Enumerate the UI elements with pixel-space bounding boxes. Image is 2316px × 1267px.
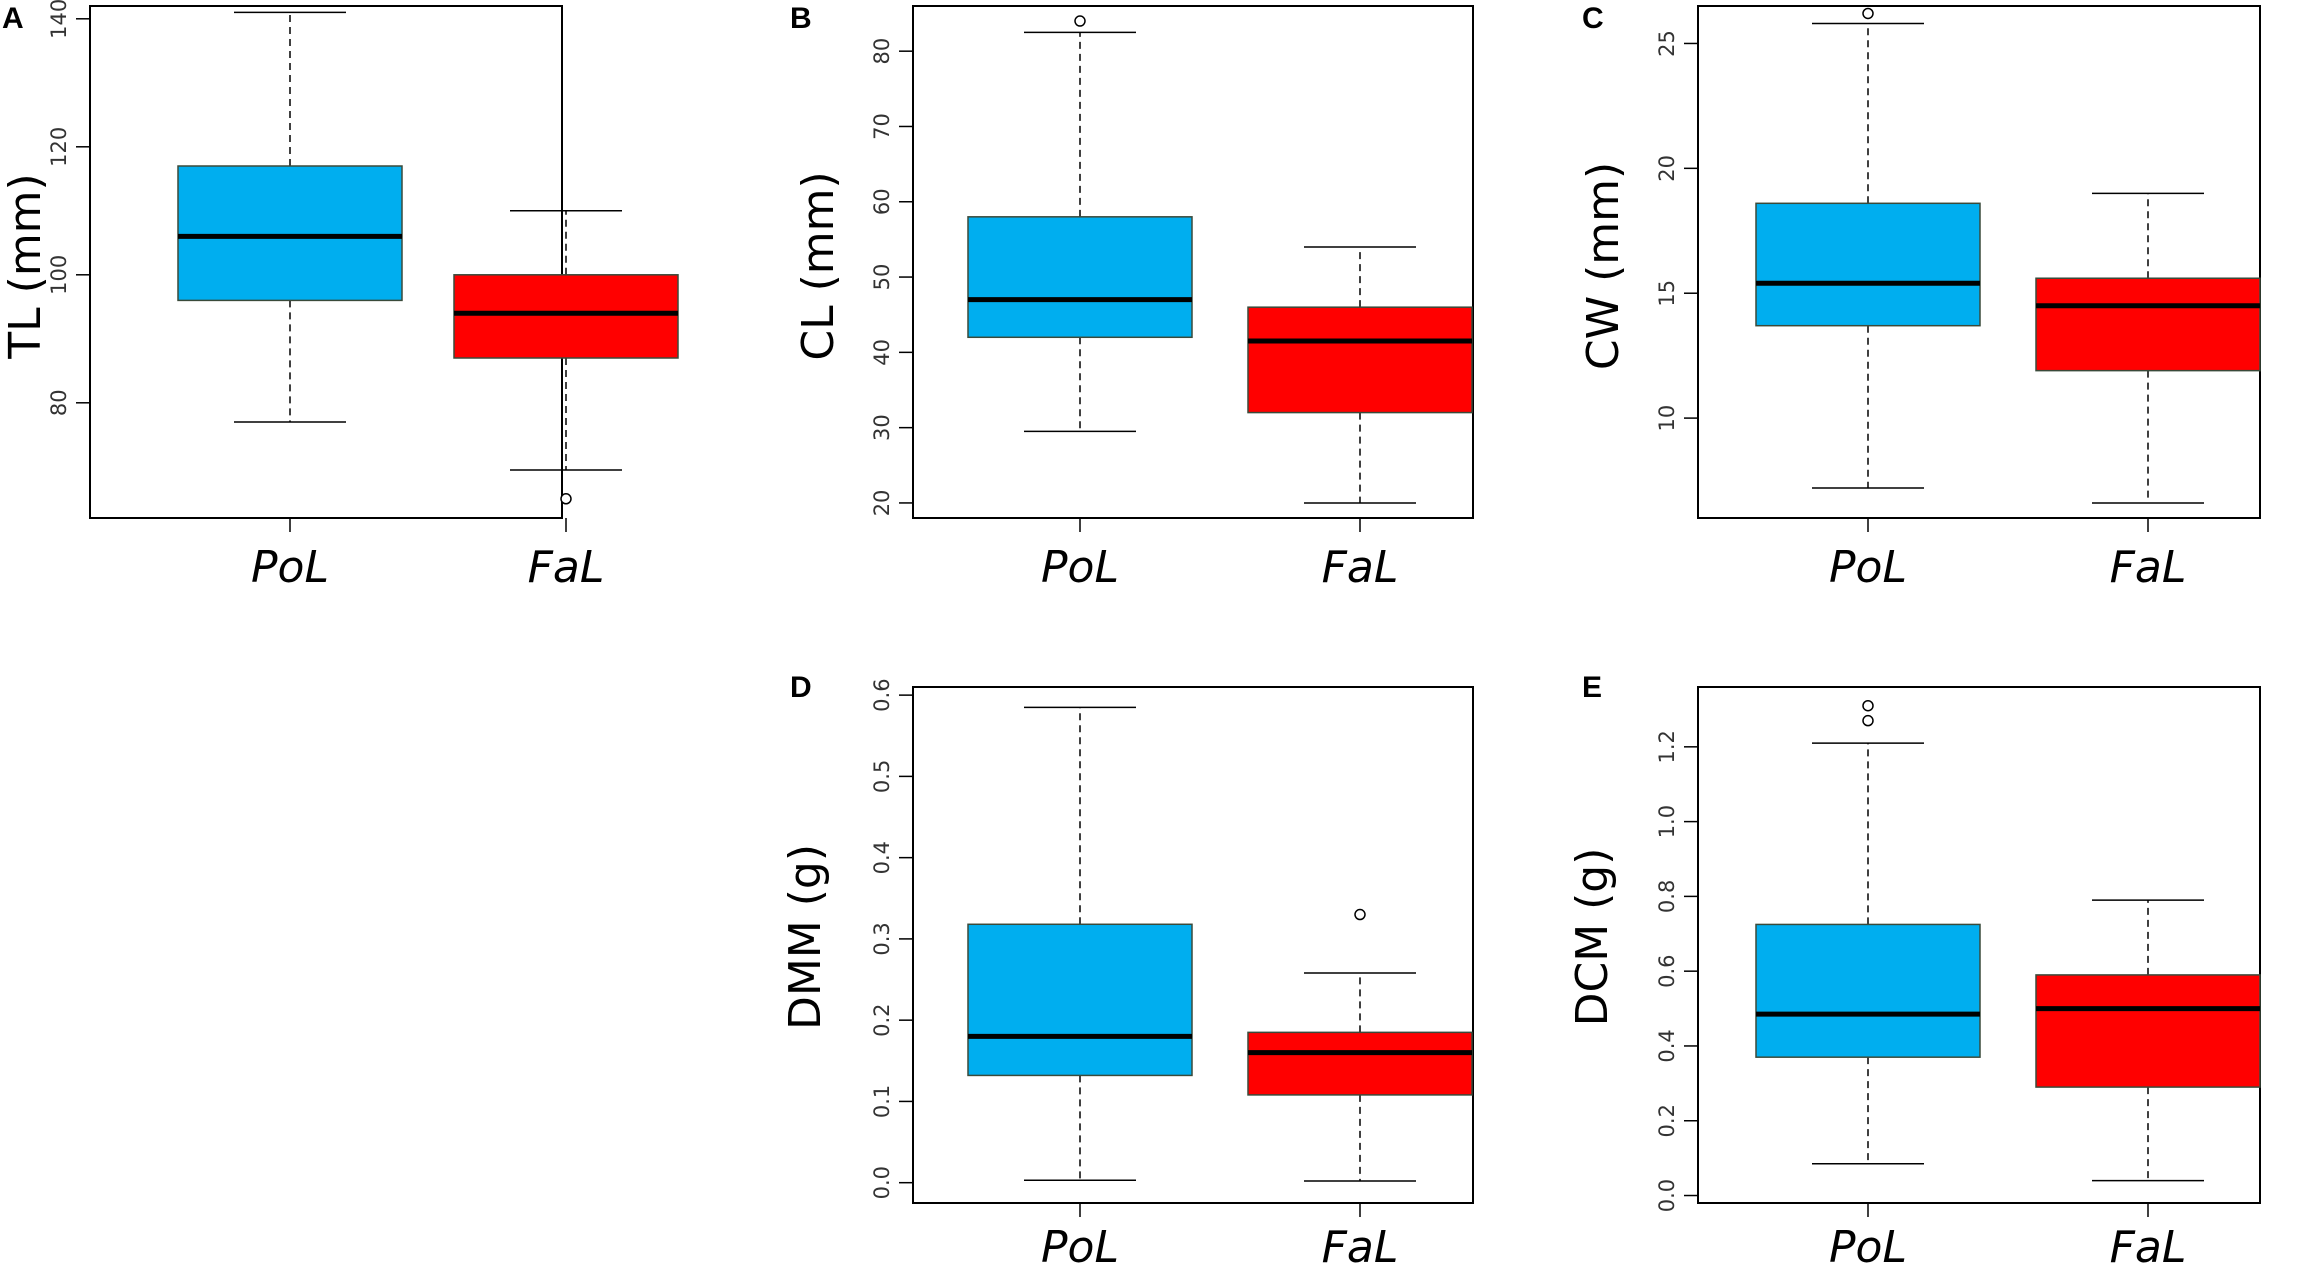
box-pol-a bbox=[177, 165, 403, 302]
y-tick-label-d: 0.4 bbox=[870, 841, 894, 874]
panel-a: A TL (mm) 80 100 120 140 PoL FaL bbox=[0, 0, 679, 593]
y-tick-label-a: 140 bbox=[47, 0, 71, 39]
outlier-point-pol-b bbox=[1074, 15, 1086, 27]
plot-frame-b bbox=[912, 5, 1474, 519]
y-tick-label-c: 20 bbox=[1655, 155, 1679, 182]
plot-frame-d bbox=[912, 686, 1474, 1204]
y-tick-label-c: 15 bbox=[1655, 280, 1679, 307]
outlier-point-fal-d bbox=[1354, 908, 1366, 921]
panel-letter-b: B bbox=[790, 2, 812, 35]
category-label-pol-a: PoL bbox=[251, 542, 329, 593]
y-tick-label-d: 0.0 bbox=[870, 1166, 894, 1199]
box-fal-b bbox=[1247, 306, 1473, 414]
box-pol-b bbox=[967, 216, 1193, 339]
panel-c: C CW (mm) 10 15 20 25 PoL FaL bbox=[1578, 2, 2261, 593]
box-fal-c bbox=[2035, 277, 2261, 372]
y-tick-label-b: 70 bbox=[870, 113, 894, 140]
box-fal-e bbox=[2035, 974, 2261, 1088]
y-tick-label-e: 0.8 bbox=[1655, 880, 1679, 913]
y-tick-label-b: 50 bbox=[870, 264, 894, 291]
box-fal-a bbox=[453, 274, 679, 359]
y-axis-label-a: TL (mm) bbox=[0, 173, 51, 359]
y-tick-label-e: 0.0 bbox=[1655, 1179, 1679, 1212]
y-tick-label-e: 1.2 bbox=[1655, 730, 1679, 763]
panel-letter-a: A bbox=[2, 2, 24, 35]
y-tick-label-b: 30 bbox=[870, 414, 894, 441]
y-tick-label-e: 0.2 bbox=[1655, 1104, 1679, 1137]
outlier-point-fal-a bbox=[560, 493, 572, 505]
panel-b: B CL (mm) 20 30 40 50 60 70 80 PoL FaL bbox=[790, 2, 1474, 593]
category-label-fal-e: FaL bbox=[2110, 1222, 2187, 1267]
category-label-fal-b: FaL bbox=[1322, 542, 1399, 593]
y-tick-label-b: 40 bbox=[870, 339, 894, 366]
category-label-fal-a: FaL bbox=[528, 542, 605, 593]
y-tick-label-d: 0.2 bbox=[870, 1003, 894, 1036]
y-tick-label-a: 120 bbox=[47, 127, 71, 167]
box-pol-e bbox=[1755, 923, 1981, 1058]
panel-d: D DMM (g) 0.0 0.1 0.2 0.3 0.4 0.5 0.6 PoL FaL bbox=[780, 671, 1474, 1267]
outlier-point-pol-e bbox=[1862, 714, 1874, 727]
y-axis-label-c: CW (mm) bbox=[1578, 162, 1629, 370]
y-tick-label-b: 80 bbox=[870, 38, 894, 65]
y-tick-label-b: 20 bbox=[870, 490, 894, 517]
y-axis-label-b: CL (mm) bbox=[793, 171, 844, 360]
panel-letter-c: C bbox=[1582, 2, 1604, 35]
y-axis-label-d: DMM (g) bbox=[780, 844, 831, 1030]
y-tick-label-e: 0.4 bbox=[1655, 1029, 1679, 1062]
box-pol-d bbox=[967, 923, 1193, 1077]
y-tick-label-d: 0.1 bbox=[870, 1085, 894, 1118]
category-label-pol-d: PoL bbox=[1041, 1222, 1119, 1267]
category-label-fal-d: FaL bbox=[1322, 1222, 1399, 1267]
outlier-point-pol-e bbox=[1862, 699, 1874, 712]
y-tick-label-c: 10 bbox=[1655, 405, 1679, 432]
box-fal-d bbox=[1247, 1031, 1473, 1096]
plot-frame-e bbox=[1697, 686, 2261, 1204]
plot-frame-c bbox=[1697, 5, 2261, 519]
y-tick-label-a: 100 bbox=[47, 255, 71, 295]
panel-letter-e: E bbox=[1582, 671, 1602, 704]
category-label-pol-c: PoL bbox=[1829, 542, 1907, 593]
plot-frame-a bbox=[89, 5, 563, 519]
category-label-fal-c: FaL bbox=[2110, 542, 2187, 593]
outlier-point-pol-c bbox=[1862, 7, 1874, 20]
y-tick-label-a: 80 bbox=[47, 389, 71, 416]
y-tick-label-e: 1.0 bbox=[1655, 805, 1679, 838]
panel-letter-d: D bbox=[790, 671, 812, 704]
y-tick-label-d: 0.5 bbox=[870, 760, 894, 793]
y-axis-label-e: DCM (g) bbox=[1567, 848, 1618, 1027]
y-tick-label-c: 25 bbox=[1655, 30, 1679, 57]
y-tick-label-e: 0.6 bbox=[1655, 954, 1679, 987]
category-label-pol-b: PoL bbox=[1041, 542, 1119, 593]
category-label-pol-e: PoL bbox=[1829, 1222, 1907, 1267]
panel-e: E DCM (g) 0.0 0.2 0.4 0.6 0.8 1.0 1.2 PoL FaL bbox=[1567, 671, 2261, 1267]
box-pol-c bbox=[1755, 202, 1981, 327]
y-tick-label-b: 60 bbox=[870, 188, 894, 215]
y-tick-label-d: 0.3 bbox=[870, 922, 894, 955]
y-tick-label-d: 0.6 bbox=[870, 678, 894, 711]
